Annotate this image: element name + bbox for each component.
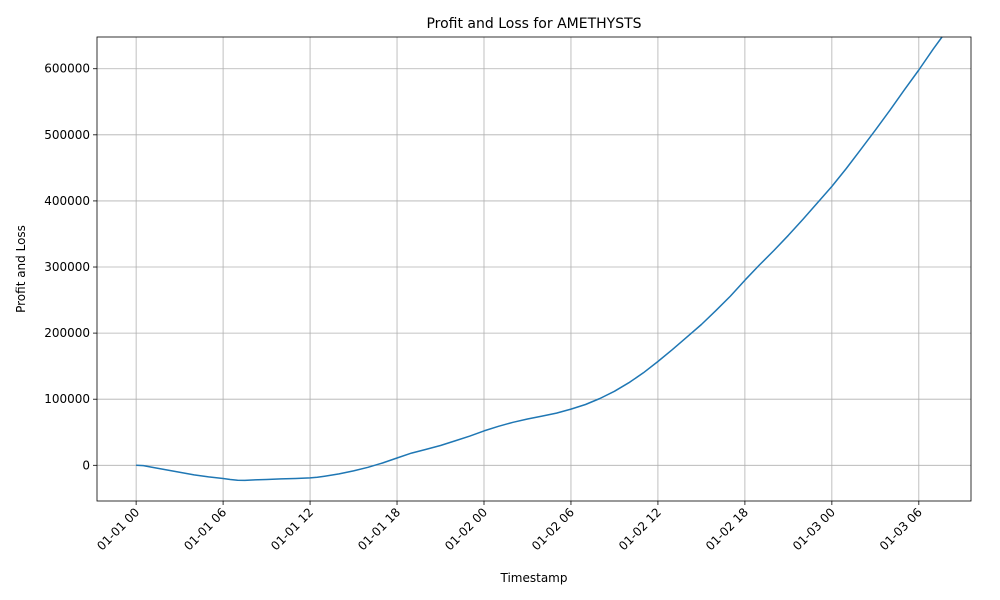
y-axis-label: Profit and Loss xyxy=(14,225,28,313)
y-tick-label-6: 600000 xyxy=(44,62,90,76)
chart-title: Profit and Loss for AMETHYSTS xyxy=(426,16,641,32)
x-tick-label-1: 01-01 06 xyxy=(181,505,229,553)
x-tick-label-5: 01-02 06 xyxy=(529,505,577,553)
x-axis-label: Timestamp xyxy=(500,571,568,585)
y-tick-label-2: 200000 xyxy=(44,326,90,340)
y-tick-label-5: 500000 xyxy=(44,128,90,142)
series-lines xyxy=(136,36,943,482)
plot-frame xyxy=(96,36,972,502)
y-tick-label-0: 0 xyxy=(82,458,90,472)
x-axis-ticks: 01-01 00 01-01 06 01-01 12 01-01 18 01-02 00… xyxy=(94,501,925,553)
x-tick-label-4: 01-02 00 xyxy=(442,505,490,553)
x-tick-label-9: 01-03 06 xyxy=(877,505,925,553)
x-tick-label-6: 01-02 12 xyxy=(616,505,664,553)
y-tick-label-4: 400000 xyxy=(44,194,90,208)
y-tick-label-1: 100000 xyxy=(44,392,90,406)
x-tick-label-0: 01-01 00 xyxy=(94,505,142,553)
series-line-0 xyxy=(136,36,943,482)
x-tick-label-7: 01-02 18 xyxy=(703,505,751,553)
x-tick-label-3: 01-01 18 xyxy=(355,505,403,553)
y-axis-ticks: 0 100000 200000 300000 400000 500000 600000 xyxy=(44,62,97,472)
x-tick-label-8: 01-03 00 xyxy=(790,505,838,553)
grid-lines xyxy=(97,37,971,501)
y-tick-label-3: 300000 xyxy=(44,260,90,274)
x-tick-label-2: 01-01 12 xyxy=(268,505,316,553)
